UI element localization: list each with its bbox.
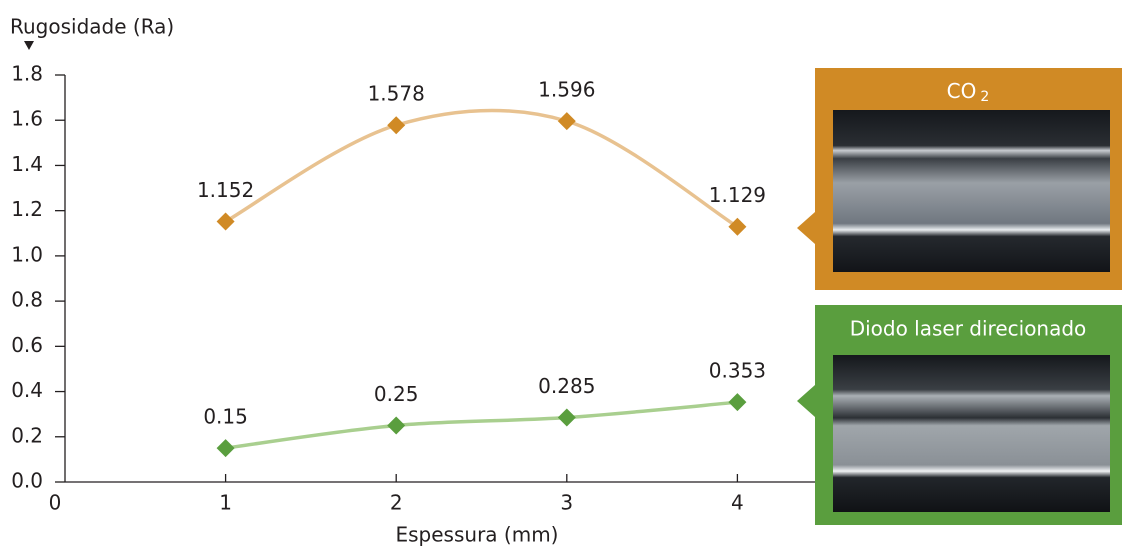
data-label: 0.285 [538,374,595,398]
series-line [226,402,738,448]
panel-pointer [797,212,815,244]
y-axis-title: Rugosidade (Ra) [10,15,174,39]
x-tick-label: 4 [731,491,744,515]
marker [387,416,405,434]
data-label: 1.152 [197,178,254,202]
marker [728,218,746,236]
x-tick-label: 1 [219,491,232,515]
data-label: 1.596 [538,78,595,102]
marker [387,116,405,134]
chart: 0.00.20.40.60.81.01.21.41.61.80123451.15… [0,0,1122,551]
y-tick-label: 0.0 [11,469,43,493]
y-tick-label: 1.0 [11,242,43,266]
axis-arrow [24,41,34,50]
y-tick-label: 0.2 [11,423,43,447]
x-tick-label: 0 [49,491,62,515]
y-tick-label: 1.6 [11,107,43,131]
panel-pointer [797,385,815,417]
data-label: 1.129 [709,183,766,207]
y-tick-label: 0.4 [11,378,43,402]
marker [728,393,746,411]
panel-title-sub: 2 [980,89,989,105]
photo [833,110,1110,272]
panel-title: Diodo laser direcionado [850,317,1087,341]
x-axis-title: Espessura (mm) [396,523,559,547]
marker [217,439,235,457]
marker [217,213,235,231]
marker [558,409,576,427]
x-tick-label: 3 [560,491,573,515]
y-tick-label: 1.4 [11,152,43,176]
y-tick-label: 1.8 [11,62,43,86]
data-label: 1.578 [368,82,425,106]
plot-area: 0.00.20.40.60.81.01.21.41.61.80123451.15… [11,62,914,515]
data-label: 0.353 [709,359,766,383]
data-label: 0.25 [374,382,419,406]
panel-diode: Diodo laser direcionado [797,305,1122,525]
y-tick-label: 0.6 [11,333,43,357]
x-tick-label: 2 [390,491,403,515]
photo [833,355,1110,512]
data-label: 0.15 [203,405,248,429]
y-tick-label: 0.8 [11,288,43,312]
series-line [226,110,738,226]
y-tick-label: 1.2 [11,197,43,221]
marker [558,112,576,130]
panel-title-main: CO [947,79,977,103]
